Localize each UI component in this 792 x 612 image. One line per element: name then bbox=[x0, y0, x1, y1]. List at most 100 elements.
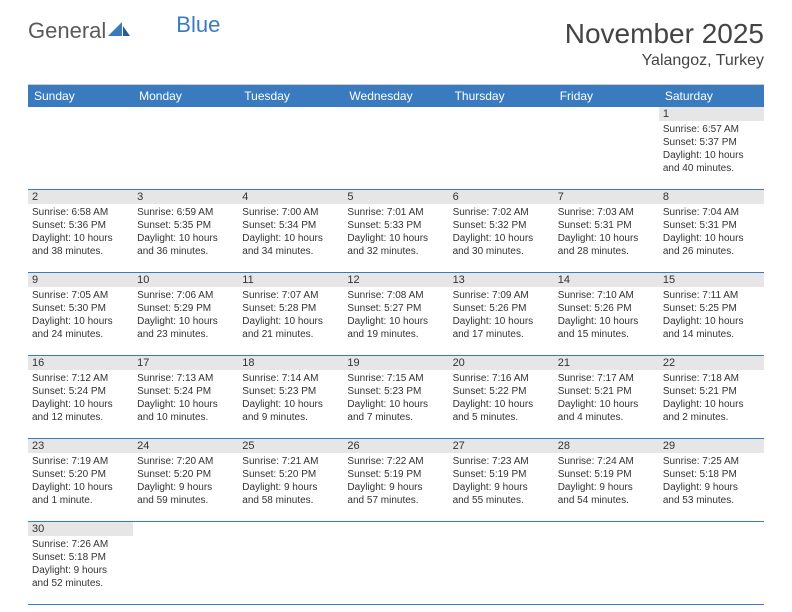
day-number-row: 23242526272829 bbox=[28, 439, 764, 453]
day-info-line: Sunset: 5:26 PM bbox=[558, 302, 655, 315]
day-info-line: Sunrise: 7:12 AM bbox=[32, 372, 129, 385]
day-info-line: Sunset: 5:30 PM bbox=[32, 302, 129, 315]
calendar: SundayMondayTuesdayWednesdayThursdayFrid… bbox=[28, 84, 764, 605]
day-number-cell: 29 bbox=[659, 439, 764, 453]
day-info-line: and 4 minutes. bbox=[558, 411, 655, 424]
weekday-cell: Wednesday bbox=[343, 85, 448, 107]
day-number-cell: 30 bbox=[28, 522, 133, 536]
month-title: November 2025 bbox=[565, 18, 764, 50]
day-info-line: Sunset: 5:19 PM bbox=[347, 468, 444, 481]
day-cell: Sunrise: 7:17 AMSunset: 5:21 PMDaylight:… bbox=[554, 370, 659, 438]
day-info-line: Sunrise: 7:21 AM bbox=[242, 455, 339, 468]
day-info-line: Daylight: 10 hours bbox=[663, 315, 760, 328]
day-info-line: Sunrise: 6:57 AM bbox=[663, 123, 760, 136]
day-number-cell bbox=[238, 107, 343, 121]
day-info-line: Sunrise: 7:19 AM bbox=[32, 455, 129, 468]
day-number-cell bbox=[343, 107, 448, 121]
day-info-line: and 5 minutes. bbox=[453, 411, 550, 424]
day-cell: Sunrise: 7:24 AMSunset: 5:19 PMDaylight:… bbox=[554, 453, 659, 521]
day-info-line: Daylight: 9 hours bbox=[347, 481, 444, 494]
day-info-line: and 14 minutes. bbox=[663, 328, 760, 341]
logo-text-blue: Blue bbox=[176, 12, 220, 38]
day-info-line: Daylight: 10 hours bbox=[558, 232, 655, 245]
day-info-line: and 30 minutes. bbox=[453, 245, 550, 258]
week-row: Sunrise: 7:26 AMSunset: 5:18 PMDaylight:… bbox=[28, 536, 764, 605]
day-info-line: Daylight: 9 hours bbox=[558, 481, 655, 494]
day-info-line: Sunrise: 7:10 AM bbox=[558, 289, 655, 302]
day-info-line: Daylight: 9 hours bbox=[242, 481, 339, 494]
day-info-line: Sunset: 5:33 PM bbox=[347, 219, 444, 232]
day-info-line: Daylight: 10 hours bbox=[453, 315, 550, 328]
day-info-line: and 54 minutes. bbox=[558, 494, 655, 507]
day-number-cell: 8 bbox=[659, 190, 764, 204]
weekday-cell: Monday bbox=[133, 85, 238, 107]
weekday-cell: Friday bbox=[554, 85, 659, 107]
day-info-line: Sunrise: 7:15 AM bbox=[347, 372, 444, 385]
day-number-row: 30 bbox=[28, 522, 764, 536]
day-info-line: and 36 minutes. bbox=[137, 245, 234, 258]
day-number-cell: 11 bbox=[238, 273, 343, 287]
day-info-line: Daylight: 10 hours bbox=[137, 398, 234, 411]
day-cell: Sunrise: 7:20 AMSunset: 5:20 PMDaylight:… bbox=[133, 453, 238, 521]
day-info-line: Sunrise: 7:05 AM bbox=[32, 289, 129, 302]
day-info-line: and 28 minutes. bbox=[558, 245, 655, 258]
day-info-line: Daylight: 10 hours bbox=[347, 315, 444, 328]
day-info-line: Sunset: 5:25 PM bbox=[663, 302, 760, 315]
day-number-cell: 4 bbox=[238, 190, 343, 204]
day-info-line: Sunrise: 7:23 AM bbox=[453, 455, 550, 468]
day-info-line: Daylight: 10 hours bbox=[32, 398, 129, 411]
day-number-cell bbox=[133, 522, 238, 536]
day-info-line: Daylight: 10 hours bbox=[453, 398, 550, 411]
day-info-line: Sunset: 5:23 PM bbox=[242, 385, 339, 398]
day-info-line: and 53 minutes. bbox=[663, 494, 760, 507]
day-info-line: Daylight: 10 hours bbox=[663, 232, 760, 245]
day-info-line: and 40 minutes. bbox=[663, 162, 760, 175]
day-cell bbox=[554, 121, 659, 189]
day-number-cell: 7 bbox=[554, 190, 659, 204]
day-cell: Sunrise: 7:13 AMSunset: 5:24 PMDaylight:… bbox=[133, 370, 238, 438]
day-info-line: and 12 minutes. bbox=[32, 411, 129, 424]
day-info-line: Sunset: 5:29 PM bbox=[137, 302, 234, 315]
day-info-line: Daylight: 10 hours bbox=[32, 481, 129, 494]
day-cell: Sunrise: 7:01 AMSunset: 5:33 PMDaylight:… bbox=[343, 204, 448, 272]
day-info-line: and 58 minutes. bbox=[242, 494, 339, 507]
day-cell: Sunrise: 7:10 AMSunset: 5:26 PMDaylight:… bbox=[554, 287, 659, 355]
logo-text-general: General bbox=[28, 18, 106, 44]
day-cell: Sunrise: 6:58 AMSunset: 5:36 PMDaylight:… bbox=[28, 204, 133, 272]
day-cell: Sunrise: 6:59 AMSunset: 5:35 PMDaylight:… bbox=[133, 204, 238, 272]
day-info-line: Sunset: 5:35 PM bbox=[137, 219, 234, 232]
day-cell: Sunrise: 7:05 AMSunset: 5:30 PMDaylight:… bbox=[28, 287, 133, 355]
day-info-line: and 9 minutes. bbox=[242, 411, 339, 424]
day-number-cell: 16 bbox=[28, 356, 133, 370]
day-cell: Sunrise: 7:04 AMSunset: 5:31 PMDaylight:… bbox=[659, 204, 764, 272]
day-info-line: and 17 minutes. bbox=[453, 328, 550, 341]
day-cell: Sunrise: 7:25 AMSunset: 5:18 PMDaylight:… bbox=[659, 453, 764, 521]
day-number-cell bbox=[238, 522, 343, 536]
day-info-line: and 2 minutes. bbox=[663, 411, 760, 424]
day-number-cell: 20 bbox=[449, 356, 554, 370]
day-number-cell: 21 bbox=[554, 356, 659, 370]
day-info-line: Sunrise: 7:24 AM bbox=[558, 455, 655, 468]
day-number-cell: 22 bbox=[659, 356, 764, 370]
day-number-cell bbox=[659, 522, 764, 536]
day-cell: Sunrise: 7:16 AMSunset: 5:22 PMDaylight:… bbox=[449, 370, 554, 438]
day-info-line: Daylight: 9 hours bbox=[663, 481, 760, 494]
day-number-cell bbox=[449, 107, 554, 121]
day-number-cell bbox=[133, 107, 238, 121]
location: Yalangoz, Turkey bbox=[565, 52, 764, 70]
day-info-line: Daylight: 10 hours bbox=[453, 232, 550, 245]
day-number-cell: 26 bbox=[343, 439, 448, 453]
day-info-line: Sunset: 5:22 PM bbox=[453, 385, 550, 398]
day-cell bbox=[449, 536, 554, 604]
day-info-line: and 59 minutes. bbox=[137, 494, 234, 507]
week-row: Sunrise: 7:19 AMSunset: 5:20 PMDaylight:… bbox=[28, 453, 764, 522]
day-cell: Sunrise: 7:07 AMSunset: 5:28 PMDaylight:… bbox=[238, 287, 343, 355]
day-info-line: Daylight: 9 hours bbox=[32, 564, 129, 577]
day-number-cell: 5 bbox=[343, 190, 448, 204]
day-number-cell: 14 bbox=[554, 273, 659, 287]
day-info-line: Sunrise: 7:22 AM bbox=[347, 455, 444, 468]
day-info-line: Sunrise: 7:06 AM bbox=[137, 289, 234, 302]
day-info-line: Sunset: 5:36 PM bbox=[32, 219, 129, 232]
day-info-line: Sunset: 5:32 PM bbox=[453, 219, 550, 232]
weeks-container: 1Sunrise: 6:57 AMSunset: 5:37 PMDaylight… bbox=[28, 107, 764, 605]
